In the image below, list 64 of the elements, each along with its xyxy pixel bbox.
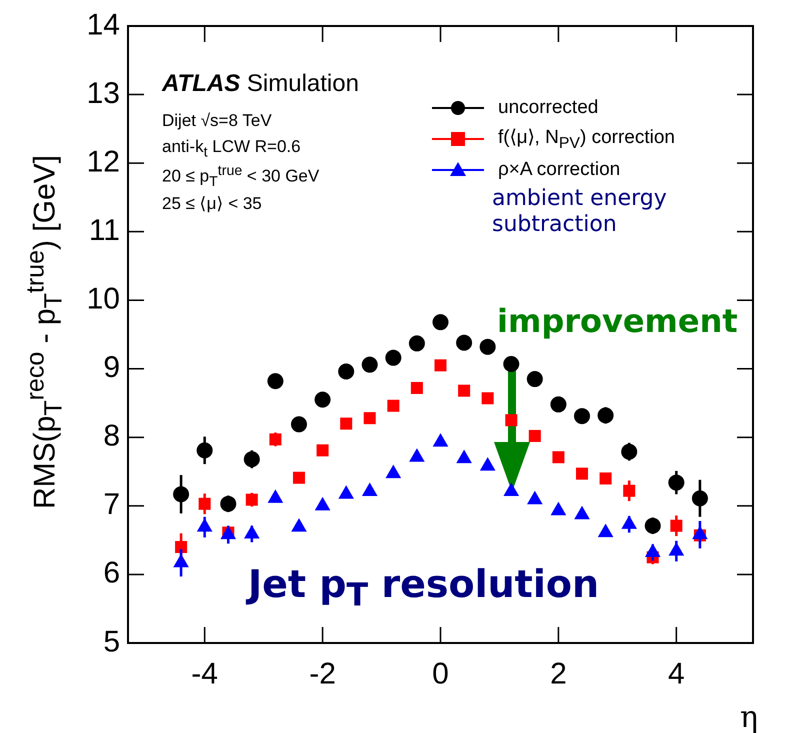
annotation: improvement: [497, 302, 738, 340]
point: [550, 396, 566, 412]
annotation: 25 ≤ ⟨μ⟩ < 35: [162, 194, 262, 213]
point: [550, 502, 566, 516]
legend-label: f(⟨μ⟩, N$_{PV}$) correction: [498, 126, 675, 152]
point: [410, 382, 423, 394]
x-tick-label: 2: [550, 657, 567, 690]
y-tick-label: 5: [103, 625, 120, 658]
point: [574, 506, 590, 520]
annotation: ambient energy subtraction: [492, 186, 668, 239]
point: [290, 416, 307, 432]
point: [458, 384, 470, 397]
point: [528, 430, 541, 442]
point: [503, 356, 520, 372]
point: [574, 408, 590, 424]
point: [386, 464, 402, 478]
point: [480, 457, 496, 471]
y-tick-label: 6: [103, 556, 120, 590]
point: [268, 489, 284, 503]
point: [408, 335, 425, 352]
point: [482, 392, 494, 404]
point: [340, 418, 352, 430]
point: [387, 400, 400, 412]
point: [338, 364, 354, 380]
point: [362, 356, 378, 373]
legend-label: uncorrected: [498, 96, 598, 118]
point: [314, 496, 330, 510]
y-tick-label: 7: [103, 488, 120, 522]
point: [480, 338, 496, 355]
y-tick-label: 13: [86, 76, 120, 110]
annotation: Jet p$_{T}$ resolution: [248, 562, 600, 614]
x-tick-label: -4: [191, 657, 218, 690]
legend-label: ρ×A correction: [498, 158, 620, 180]
annotation: Dijet √s=8 TeV: [162, 111, 272, 130]
point: [456, 334, 472, 351]
x-tick-label: -2: [309, 657, 336, 690]
annotation: 20 ≤ p$_{T}$$^{true}$ < 30 GeV: [162, 163, 320, 190]
x-tick-label: 4: [668, 657, 685, 690]
point: [552, 451, 564, 464]
point: [385, 350, 402, 366]
point: [316, 444, 329, 456]
point: [292, 472, 305, 484]
y-tick-label: 12: [86, 145, 120, 178]
annotation: ATLAS Simulation: [162, 70, 359, 97]
point: [364, 412, 376, 424]
x-axis-title: η: [740, 700, 758, 733]
annotation: anti-k$_{t}$ LCW R=0.6: [162, 137, 301, 160]
point: [291, 518, 307, 532]
point: [505, 414, 518, 426]
point: [576, 468, 588, 480]
point: [526, 371, 543, 388]
point: [338, 485, 354, 499]
y-tick-label: 9: [103, 351, 120, 384]
y-tick-label: 8: [103, 420, 120, 453]
point: [598, 524, 614, 538]
point: [314, 392, 331, 408]
x-tick-label: 0: [432, 657, 449, 690]
point: [527, 490, 543, 504]
y-tick-label: 14: [86, 8, 120, 42]
point: [456, 450, 472, 464]
y-tick-label: 10: [86, 282, 120, 316]
point: [434, 359, 447, 372]
y-tick-label: 11: [88, 214, 120, 247]
point: [432, 314, 448, 330]
